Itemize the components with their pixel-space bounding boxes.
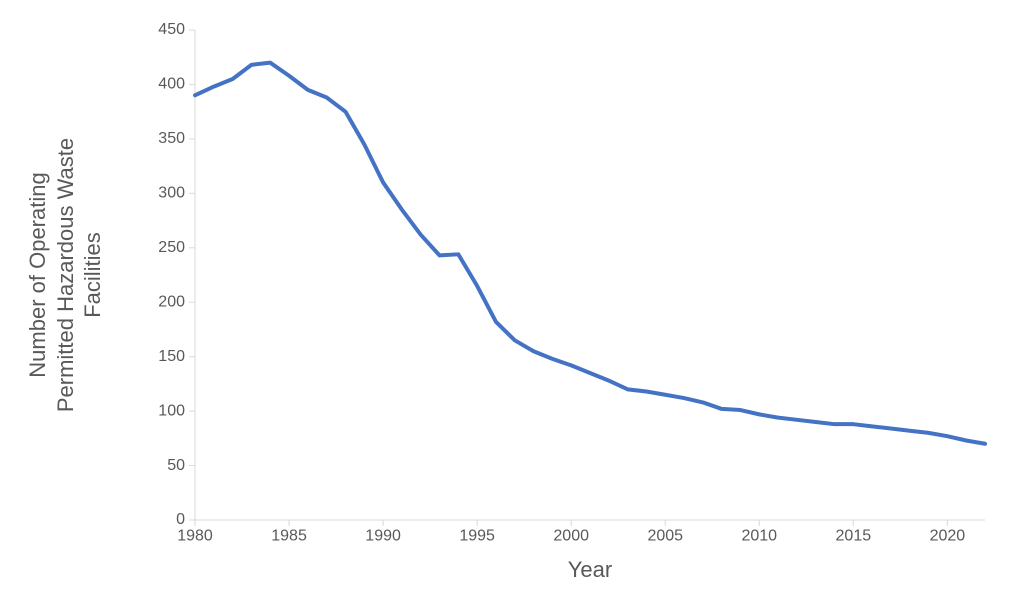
y-tick-label: 100 — [158, 402, 185, 419]
y-tick-label: 450 — [158, 21, 185, 38]
y-tick-label: 350 — [158, 130, 185, 147]
y-tick-label: 200 — [158, 293, 185, 310]
x-tick-label: 2010 — [741, 527, 777, 544]
y-tick-label: 0 — [176, 511, 185, 528]
x-tick-label: 2000 — [553, 527, 589, 544]
x-tick-label: 1990 — [365, 527, 401, 544]
y-tick-label: 400 — [158, 76, 185, 93]
x-tick-label: 1985 — [271, 527, 307, 544]
series-line — [195, 63, 985, 444]
y-tick-label: 50 — [167, 457, 185, 474]
x-tick-label: 1980 — [177, 527, 213, 544]
y-tick-label: 300 — [158, 185, 185, 202]
y-tick-label: 250 — [158, 239, 185, 256]
x-tick-label: 1995 — [459, 527, 495, 544]
y-axis-title: Number of Operating Permitted Hazardous … — [24, 30, 107, 520]
x-axis-title: Year — [568, 557, 612, 583]
x-tick-label: 2015 — [836, 527, 872, 544]
chart-svg: 0 50 100 150 200 250 300 350 400 450 1980 1985 1990 1… — [0, 0, 1024, 610]
line-chart: 0 50 100 150 200 250 300 350 400 450 1980 1985 1990 1… — [0, 0, 1024, 610]
y-tick-label: 150 — [158, 348, 185, 365]
x-tick-label: 2005 — [647, 527, 683, 544]
x-tick-label: 2020 — [930, 527, 966, 544]
